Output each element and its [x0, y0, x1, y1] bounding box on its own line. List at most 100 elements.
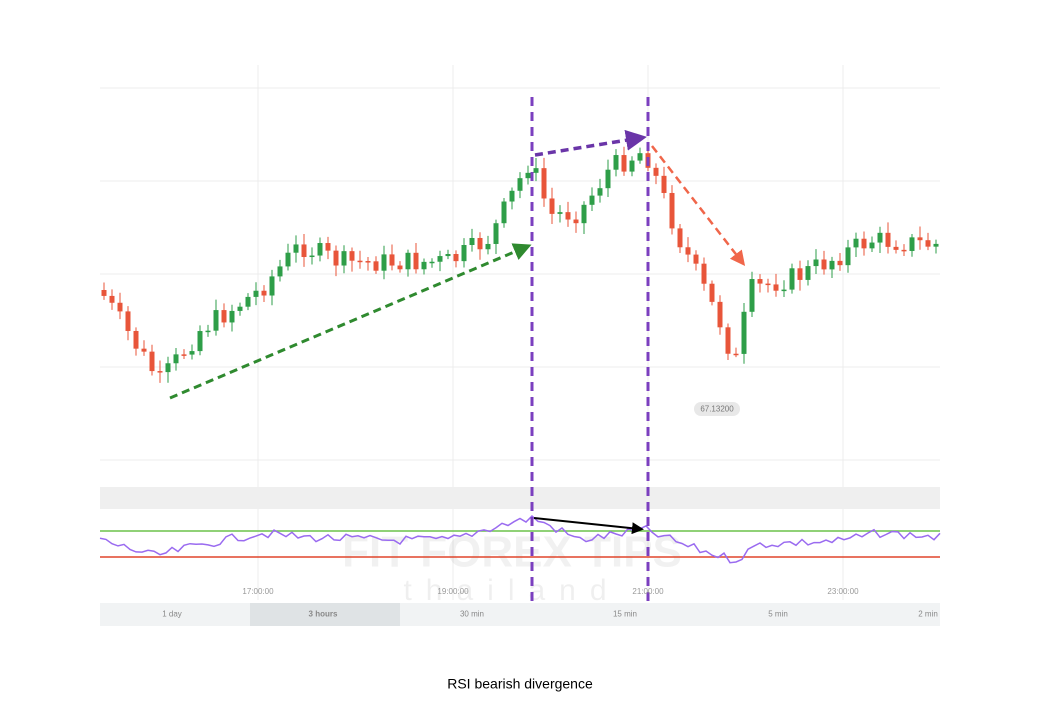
drop-arrow — [651, 145, 746, 266]
grid — [100, 65, 940, 600]
candle-body — [925, 240, 931, 247]
candle-body — [221, 310, 227, 323]
candle-body — [805, 266, 811, 280]
watermark-sub: thailand — [403, 574, 620, 607]
candle-body — [149, 351, 155, 372]
candle-body — [669, 192, 675, 229]
candle-body — [373, 261, 379, 271]
candle-body — [485, 243, 491, 250]
candle-body — [333, 250, 339, 266]
candle-body — [869, 242, 875, 249]
candle-body — [349, 251, 355, 261]
candle-body — [541, 168, 547, 199]
candle-body — [701, 263, 707, 284]
candle-body — [677, 228, 683, 248]
candle-body — [429, 261, 435, 264]
candle-body — [397, 265, 403, 270]
candle-body — [197, 331, 203, 352]
candle-body — [725, 327, 731, 354]
candle-body — [797, 268, 803, 280]
candle-body — [709, 283, 715, 302]
candle-body — [133, 330, 139, 349]
candle-body — [205, 330, 211, 333]
candle-body — [141, 348, 147, 352]
candle-body — [597, 188, 603, 196]
candle-body — [125, 311, 131, 331]
candle-body — [525, 172, 531, 179]
candle-body — [453, 254, 459, 262]
candle-body — [557, 212, 563, 214]
candle-body — [605, 169, 611, 189]
time-label: 19:00:00 — [437, 587, 469, 596]
candle-body — [589, 195, 595, 205]
candle-body — [901, 249, 907, 252]
candle-body — [477, 237, 483, 250]
candle-body — [773, 284, 779, 291]
candle-body — [549, 198, 555, 214]
candle-body — [717, 301, 723, 328]
candle-body — [165, 363, 171, 373]
candle-body — [637, 153, 643, 161]
time-label: 23:00:00 — [827, 587, 859, 596]
candle-body — [381, 254, 387, 271]
candle-body — [277, 266, 283, 277]
candle-body — [565, 212, 571, 220]
candle-body — [917, 237, 923, 241]
candle-body — [245, 296, 251, 307]
timeframe-button[interactable]: 5 min — [768, 610, 788, 619]
candle-body — [461, 244, 467, 262]
candle-body — [653, 167, 659, 176]
candle-body — [413, 252, 419, 270]
candle-body — [173, 354, 179, 364]
candle-body — [101, 290, 107, 296]
candle-body — [237, 306, 243, 311]
candle-body — [893, 246, 899, 250]
peak-arrow — [534, 129, 647, 157]
candle-body — [877, 232, 883, 243]
candle-body — [269, 276, 275, 296]
watermark-brand: FIT FOREX TIPS — [342, 528, 682, 577]
candle-body — [621, 155, 627, 172]
candle-body — [509, 190, 515, 202]
candle-body — [693, 254, 699, 264]
candle-body — [301, 244, 307, 258]
candle-body — [853, 238, 859, 248]
candle-body — [285, 252, 291, 267]
candle-body — [749, 279, 755, 312]
candle-body — [357, 260, 363, 263]
candle-body — [181, 354, 187, 356]
candle-body — [933, 243, 939, 247]
timeframe-button[interactable]: 1 day — [162, 610, 182, 619]
timeframe-button[interactable]: 3 hours — [309, 610, 338, 619]
candle-body — [685, 247, 691, 255]
candle-body — [317, 243, 323, 256]
candle-body — [629, 160, 635, 172]
candle-body — [909, 237, 915, 251]
candle-body — [733, 353, 739, 356]
candle-body — [325, 243, 331, 251]
time-label: 17:00:00 — [242, 587, 274, 596]
price-tag — [694, 402, 740, 416]
candle-body — [253, 290, 259, 297]
candle-body — [813, 259, 819, 267]
candle-body — [405, 252, 411, 270]
candle-body — [341, 251, 347, 266]
candle-body — [789, 268, 795, 290]
candle-body — [157, 371, 163, 373]
timeframe-button[interactable]: 2 min — [918, 610, 938, 619]
timeframe-active — [250, 603, 400, 626]
timeframe-button[interactable]: 15 min — [613, 610, 637, 619]
candle-body — [421, 261, 427, 270]
rsi-header — [100, 487, 940, 509]
candle-body — [573, 219, 579, 224]
price-label: 67.13200 — [700, 405, 734, 414]
candle-body — [445, 254, 451, 257]
trend-arrow — [169, 243, 532, 400]
candle-body — [365, 261, 371, 263]
candle-body — [821, 259, 827, 270]
candle-body — [469, 237, 475, 245]
candle-body — [829, 260, 835, 270]
candle-body — [781, 289, 787, 292]
timeframe-button[interactable]: 30 min — [460, 610, 484, 619]
